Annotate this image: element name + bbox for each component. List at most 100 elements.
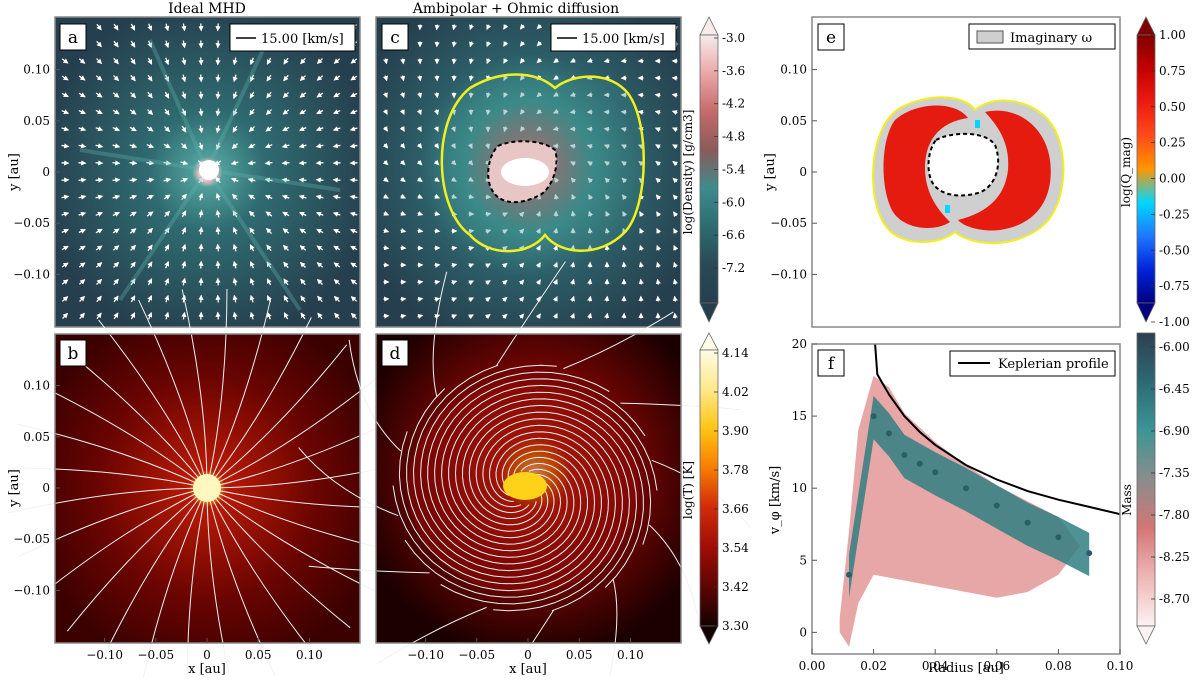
velocity-arrow xyxy=(218,58,219,65)
panel-a: a 15.00 [km/s] xyxy=(55,17,360,327)
map-ytick-label: 0.10 xyxy=(23,379,50,393)
panel-b-label: b xyxy=(68,344,79,364)
y-tick-label: 0 xyxy=(799,625,807,639)
colorbar-tick-label: -6.0 xyxy=(722,195,745,209)
velocity-arrow xyxy=(201,228,202,235)
panel-d-label: d xyxy=(390,344,401,364)
velocity-arrow xyxy=(300,180,307,181)
velocity-arrow xyxy=(435,265,440,266)
panel-e-ytick-label: −0.10 xyxy=(770,267,807,281)
velocity-arrow xyxy=(300,163,307,164)
ridge-point xyxy=(846,572,852,578)
title-ideal-mhd: Ideal MHD xyxy=(168,1,246,17)
x-tick-label: 0.10 xyxy=(1107,659,1134,673)
velocity-arrow xyxy=(607,297,608,302)
velocity-arrow xyxy=(218,75,219,82)
panel-e: e Imaginary ω xyxy=(812,17,1120,327)
panel-a-arrow-legend-text: 15.00 [km/s] xyxy=(261,32,344,47)
colorbar-tick-label: -6.45 xyxy=(1159,382,1190,396)
velocity-arrow xyxy=(454,42,455,47)
panel-e-ytick-label: 0.10 xyxy=(780,63,807,77)
colorbar-tick-label: 3.42 xyxy=(722,580,749,594)
ridge-point xyxy=(1055,534,1061,540)
colorbar-tick-label: 0.50 xyxy=(1159,100,1186,114)
y-tick-label: 5 xyxy=(799,553,807,567)
velocity-arrow xyxy=(130,180,137,181)
ridge-point xyxy=(994,503,1000,509)
map-xtick-label: 0.05 xyxy=(245,648,272,662)
colorbar-tick-label: 3.78 xyxy=(722,463,749,477)
panel-e-ytick-label: 0 xyxy=(799,165,807,179)
velocity-arrow xyxy=(675,314,676,319)
colorbar-tick-label: -8.70 xyxy=(1159,592,1190,606)
map-ytick-label: −0.10 xyxy=(13,267,50,281)
velocity-arrow xyxy=(403,59,404,64)
colorbar-tick-label: -6.6 xyxy=(722,228,745,242)
velocity-arrow xyxy=(624,263,625,268)
velocity-arrow xyxy=(401,316,406,317)
velocity-arrow xyxy=(401,299,406,300)
velocity-arrow xyxy=(656,95,661,96)
colorbar-tick-label: -4.2 xyxy=(722,97,745,111)
colorbar-tick-label: -5.4 xyxy=(722,162,746,176)
colorbar-tick-label: 4.14 xyxy=(722,346,749,360)
colorbar-mass: -6.00-6.45-6.90-7.35-7.80-8.25-8.70 Mass xyxy=(1120,333,1190,644)
colorbar-tick-label: -3.6 xyxy=(722,64,745,78)
map-ytick-label: 0.05 xyxy=(23,114,50,128)
map-xtick-label: −0.05 xyxy=(458,648,495,662)
x-tick-label: 0.00 xyxy=(799,659,826,673)
ridge-point xyxy=(1025,520,1031,526)
velocity-arrow xyxy=(218,279,219,286)
velocity-arrow xyxy=(96,180,103,181)
velocity-arrow xyxy=(454,59,455,64)
ridge-point xyxy=(917,461,923,467)
colorbar-tick-label: -1.00 xyxy=(1159,315,1190,329)
map-xtick-label: −0.10 xyxy=(407,648,444,662)
colorbar-tick-label: -6.00 xyxy=(1159,340,1190,354)
panel-e-label: e xyxy=(826,28,836,48)
colorbar-tick-label: -0.75 xyxy=(1159,279,1190,293)
colorbar-tick-label: -0.50 xyxy=(1159,243,1190,257)
panel-e-ytick-label: 0.05 xyxy=(780,114,807,128)
velocity-arrow xyxy=(266,163,273,164)
map-ytick-label: 0 xyxy=(42,165,50,179)
colorbar-tick-label: 3.90 xyxy=(722,424,749,438)
y-tick-label: 20 xyxy=(792,337,807,351)
map-xtick-label: 0.10 xyxy=(296,648,323,662)
map-ytick-label: −0.05 xyxy=(13,216,50,230)
colorbar-tick-label: 3.30 xyxy=(722,619,749,633)
velocity-arrow xyxy=(622,61,627,62)
colorbar-tick-label: 0.25 xyxy=(1159,136,1186,150)
colorbar-tick-label: 3.66 xyxy=(722,502,749,516)
map-xtick-label: 0 xyxy=(203,648,211,662)
y-tick-label: 10 xyxy=(792,481,807,495)
x-tick-label: 0.08 xyxy=(1045,659,1072,673)
map-xtick-label: 0.05 xyxy=(566,648,593,662)
velocity-arrow xyxy=(317,180,324,181)
y-tick-label: 15 xyxy=(792,409,807,423)
panel-d-core xyxy=(503,472,547,500)
ridge-point xyxy=(886,430,892,436)
velocity-arrow xyxy=(283,163,290,164)
velocity-arrow xyxy=(673,78,678,79)
ridge-point xyxy=(901,452,907,458)
velocity-arrow xyxy=(218,262,219,269)
colorbar-temperature-label: log(T) [K] xyxy=(681,461,695,519)
panel-c-core xyxy=(501,158,549,186)
colorbar-tick-label: 1.00 xyxy=(1159,28,1186,42)
velocity-arrow xyxy=(334,180,341,181)
colorbar-mass-label: Mass xyxy=(1120,484,1134,516)
map-xtick-label: 0.10 xyxy=(617,648,644,662)
velocity-arrow xyxy=(384,316,389,317)
colorbar-temperature: 4.144.023.903.783.663.543.423.30 log(T) … xyxy=(681,333,749,644)
panel-f-legend-text: Keplerian profile xyxy=(998,357,1109,372)
velocity-arrow xyxy=(113,163,120,164)
velocity-arrow xyxy=(607,314,608,319)
velocity-arrow xyxy=(113,180,120,181)
colorbar-tick-label: -3.0 xyxy=(722,31,745,45)
colorbar-tick-label: -7.35 xyxy=(1159,466,1190,480)
xlabel-panel-d: x [au] xyxy=(509,662,547,677)
panel-c-arrow-legend-text: 15.00 [km/s] xyxy=(582,32,665,47)
